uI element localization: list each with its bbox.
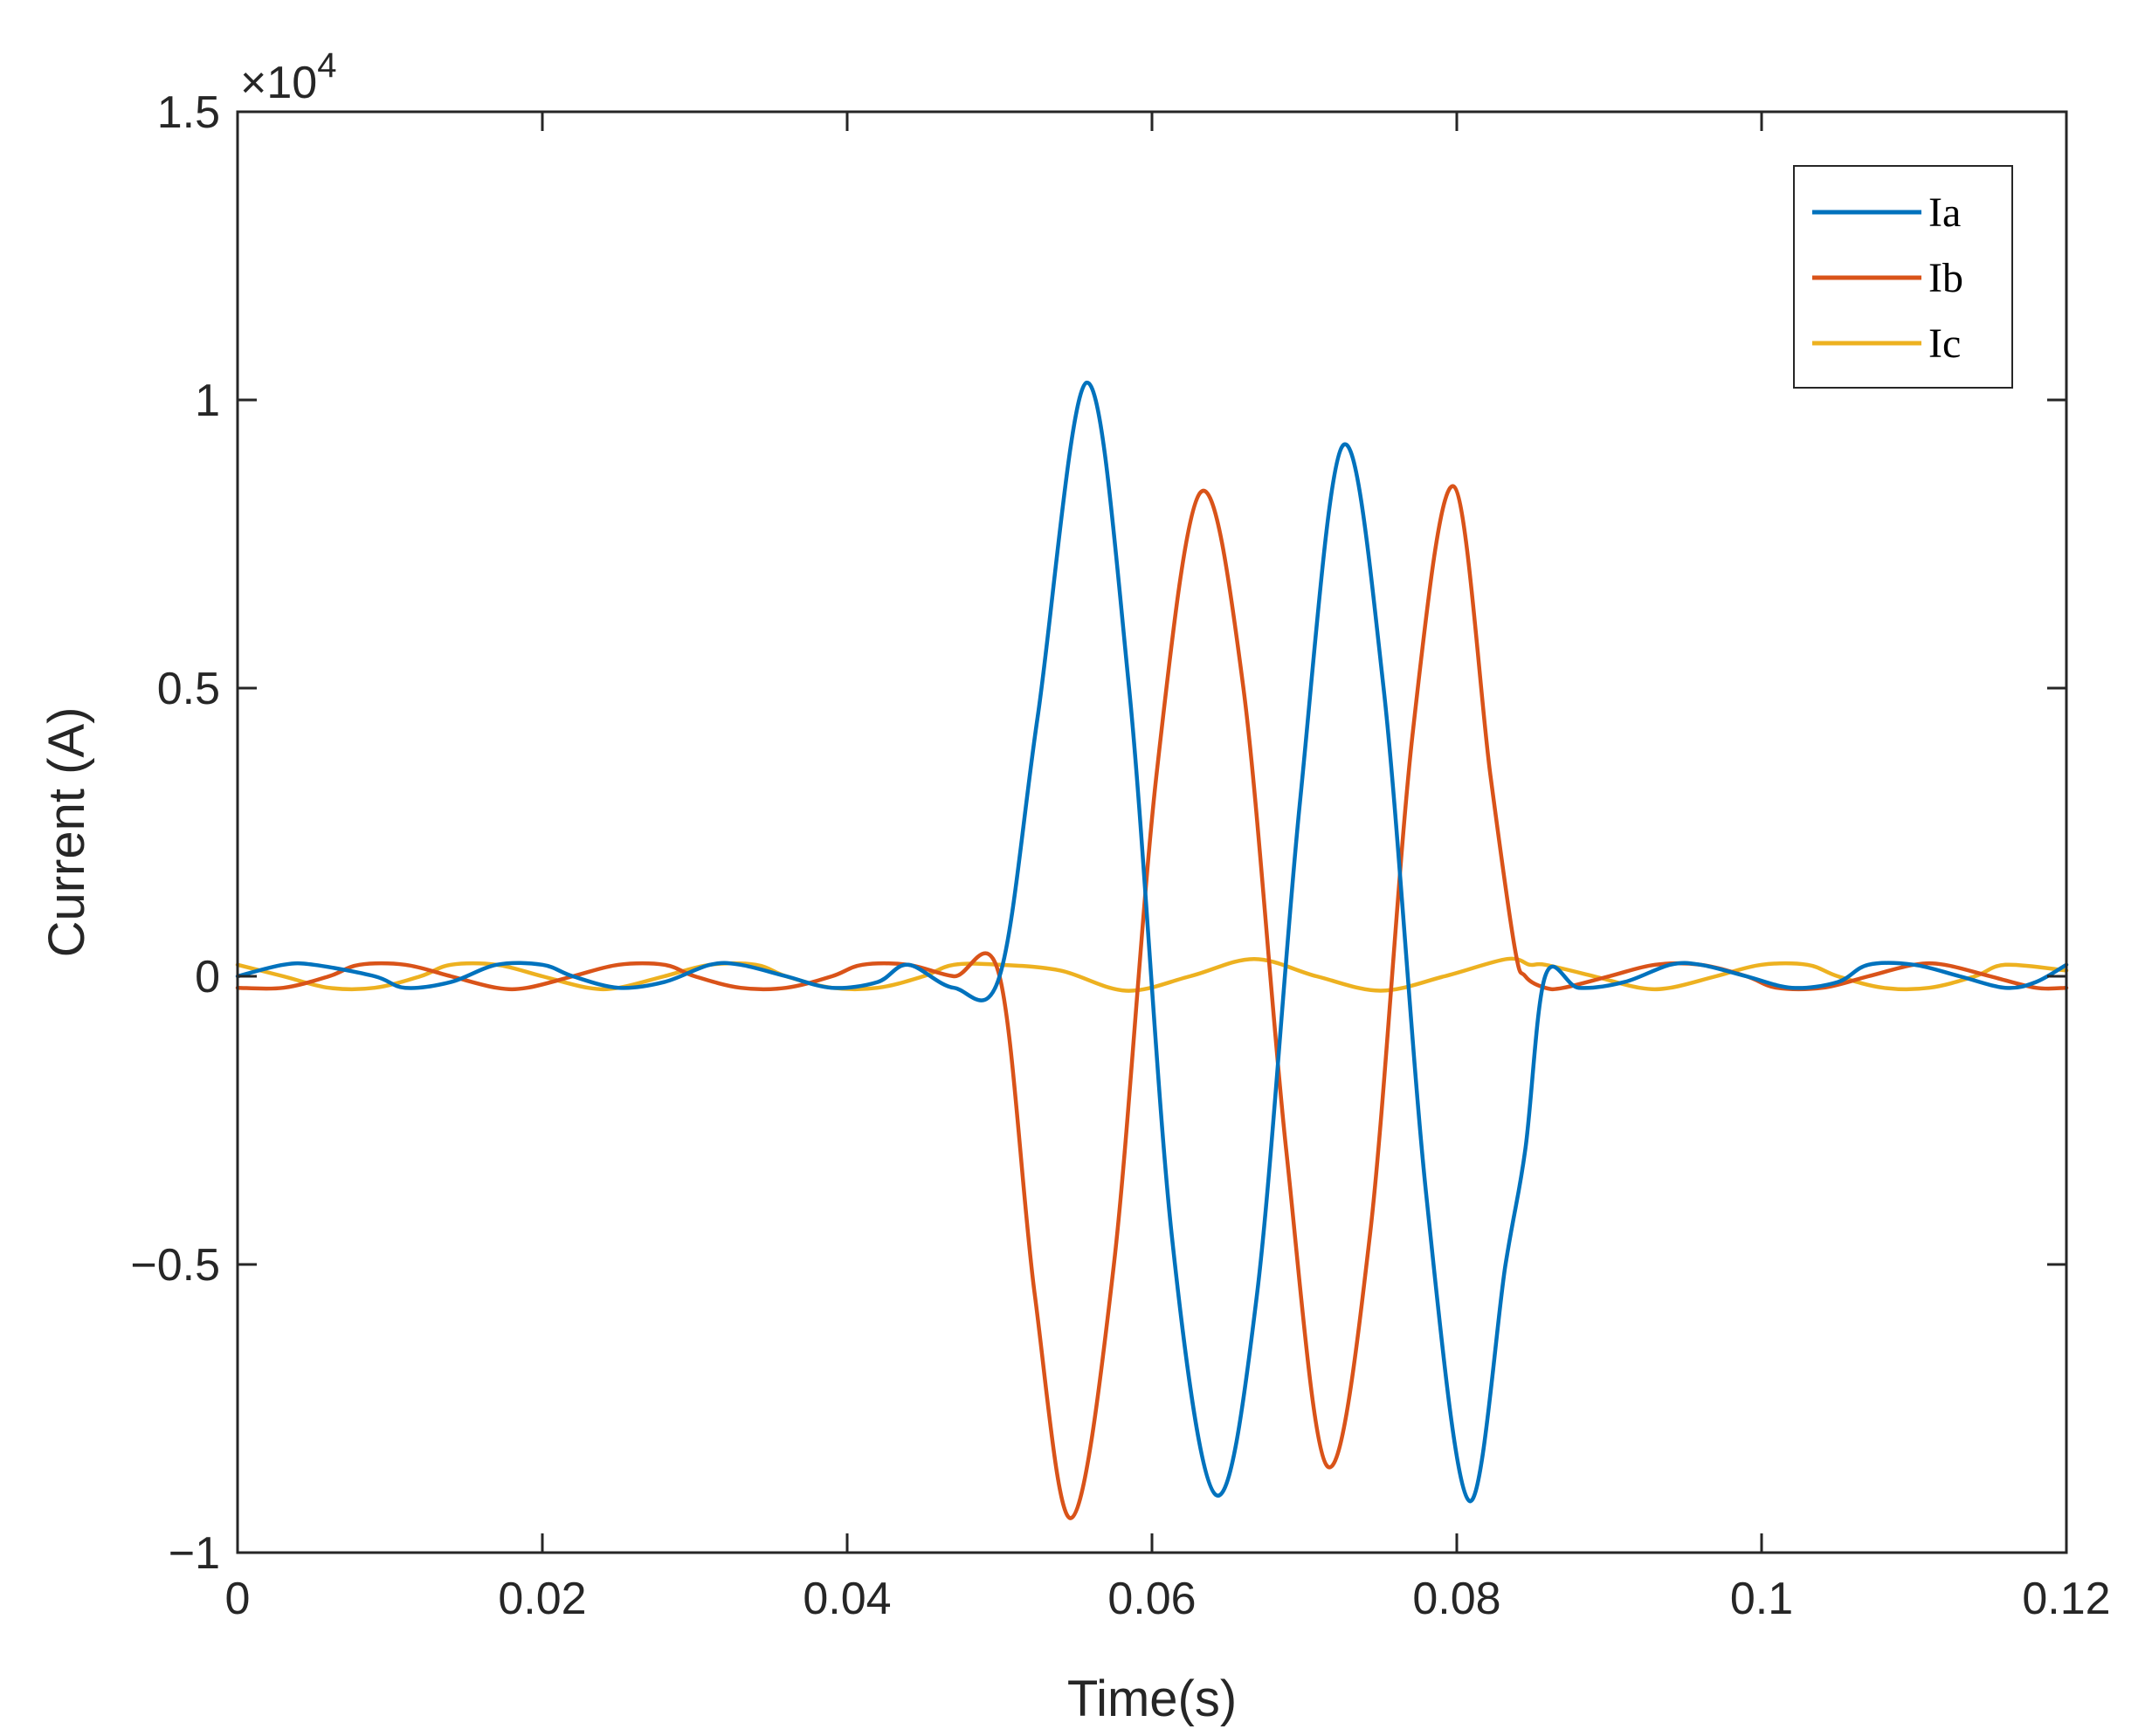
y-multiplier-base: ×10 <box>240 58 317 108</box>
x-tick-label: 0.1 <box>1730 1574 1793 1624</box>
y-multiplier-label: ×104 <box>240 46 336 108</box>
plot-frame <box>236 110 2068 1554</box>
y-tick-label: 0.5 <box>157 664 220 714</box>
series-line-ib <box>235 484 2069 1520</box>
legend-label-ia: Ia <box>1928 189 1961 236</box>
y-tick-label: −0.5 <box>130 1240 220 1291</box>
x-tick-label: 0.02 <box>498 1574 586 1624</box>
x-tick-label: 0 <box>225 1574 251 1624</box>
legend-label-ic: Ic <box>1928 320 1961 367</box>
x-axis-label: Time(s) <box>1067 1671 1237 1727</box>
legend-label-ib: Ib <box>1928 255 1963 301</box>
legend: Ia Ib Ic <box>1793 165 2013 389</box>
y-tick-label: 0 <box>195 952 220 1002</box>
y-tick-label: 1 <box>195 375 220 426</box>
series-layer <box>235 380 2069 1520</box>
x-tick-label: 0.12 <box>2022 1574 2110 1624</box>
x-tick-label: 0.06 <box>1107 1574 1196 1624</box>
ticks-layer: 0 0.02 0.04 0.06 0.08 0.1 0.12 −1 −0.5 0 0.5 1 1.5 <box>130 87 2110 1624</box>
y-tick-label: −1 <box>169 1528 220 1579</box>
series-line-ia <box>235 380 2069 1503</box>
y-axis-label: Current (A) <box>38 707 95 958</box>
y-tick-label: 1.5 <box>157 87 220 138</box>
x-tick-label: 0.04 <box>803 1574 891 1624</box>
x-tick-label: 0.08 <box>1412 1574 1500 1624</box>
y-multiplier-exp: 4 <box>317 46 336 85</box>
